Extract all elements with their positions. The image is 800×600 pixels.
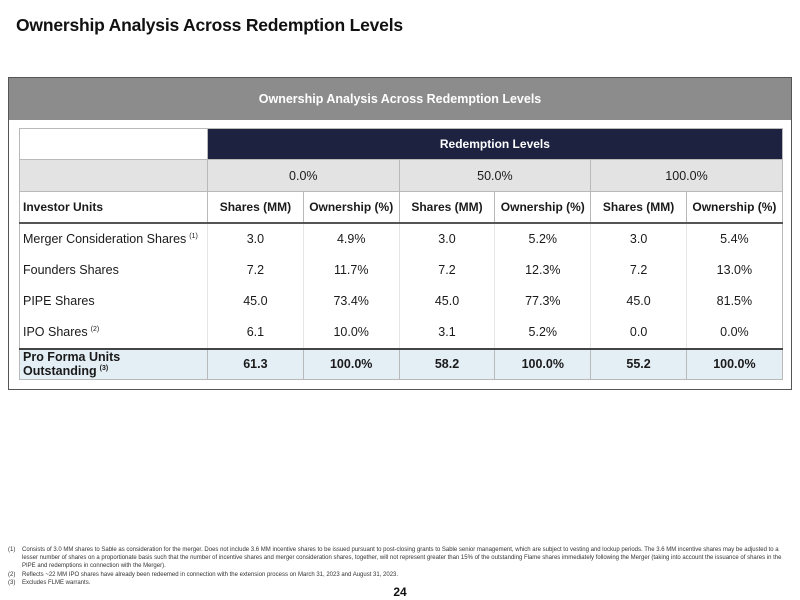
footnote-item: (3) Excludes FLME warrants. <box>8 579 792 587</box>
row-label-text: PIPE Shares <box>23 294 95 309</box>
table-row: PIPE Shares 45.0 73.4% 45.0 77.3% 45.0 8… <box>19 285 783 317</box>
footnote-marker: (1) <box>189 232 198 240</box>
total-cell: 61.3 <box>207 347 304 380</box>
table-cell: 3.0 <box>398 222 495 254</box>
column-header: Shares (MM) <box>207 191 304 224</box>
redemption-level-0: 0.0% <box>207 159 400 192</box>
table-cell: 7.2 <box>398 254 495 286</box>
table-cell: 5.4% <box>685 222 783 254</box>
row-label: PIPE Shares <box>19 285 208 317</box>
footnote-item: (1) Consists of 3.0 MM shares to Sable a… <box>8 546 792 571</box>
ownership-table-wrap: Redemption Levels 0.0% 50.0% 100.0% Inve… <box>19 128 783 380</box>
level-corner-cell <box>19 159 208 192</box>
table-cell: 73.4% <box>302 285 400 317</box>
total-label-text: Pro Forma Units Outstanding <box>23 350 121 379</box>
footnote-text: Consists of 3.0 MM shares to Sable as co… <box>22 547 782 570</box>
row-label-text: IPO Shares <box>23 325 88 340</box>
table-cell: 12.3% <box>494 254 591 286</box>
table-cell: 10.0% <box>302 317 400 349</box>
table-cell: 0.0 <box>590 317 687 349</box>
column-header-row: Investor Units Shares (MM) Ownership (%)… <box>19 191 783 224</box>
panel-header: Ownership Analysis Across Redemption Lev… <box>9 78 791 120</box>
column-header: Ownership (%) <box>494 191 592 224</box>
table-cell: 13.0% <box>685 254 783 286</box>
redemption-level-row: 0.0% 50.0% 100.0% <box>19 159 783 192</box>
table-cell: 5.2% <box>494 317 591 349</box>
footnote-number: (2) <box>8 571 16 578</box>
row-label-text: Merger Consideration Shares <box>23 231 187 246</box>
row-label: Founders Shares <box>19 254 208 286</box>
row-label: Merger Consideration Shares (1) <box>19 222 208 254</box>
table-cell: 81.5% <box>685 285 783 317</box>
page-number: 24 <box>393 585 407 599</box>
ownership-panel: Ownership Analysis Across Redemption Lev… <box>8 77 792 390</box>
table-cell: 0.0% <box>685 317 783 349</box>
ownership-table: Redemption Levels 0.0% 50.0% 100.0% Inve… <box>19 128 783 380</box>
column-header: Shares (MM) <box>590 191 687 224</box>
footnote-text: Reflects ~22 MM IPO shares have already … <box>22 571 399 578</box>
footnotes: (1) Consists of 3.0 MM shares to Sable a… <box>8 546 792 587</box>
column-header: Investor Units <box>19 191 208 224</box>
total-cell: 55.2 <box>590 347 687 380</box>
total-cell: 100.0% <box>302 347 400 380</box>
footnote-number: (3) <box>8 579 16 586</box>
table-cell: 6.1 <box>207 317 304 349</box>
footnote-number: (1) <box>8 547 16 553</box>
total-row: Pro Forma Units Outstanding (3) 61.3 100.… <box>19 347 783 380</box>
table-cell: 4.9% <box>302 222 400 254</box>
slide-title: Ownership Analysis Across Redemption Lev… <box>16 15 403 35</box>
redemption-level-50: 50.0% <box>398 159 592 192</box>
redemption-levels-header: Redemption Levels <box>207 128 783 160</box>
redemption-level-100: 100.0% <box>590 159 783 192</box>
footnote-marker: (3) <box>99 365 109 373</box>
column-header: Ownership (%) <box>685 191 783 224</box>
total-cell: 100.0% <box>685 347 783 380</box>
total-cell: 58.2 <box>398 347 496 380</box>
table-row: Merger Consideration Shares (1) 3.0 4.9% … <box>19 222 783 254</box>
table-cell: 45.0 <box>590 285 687 317</box>
footnote-marker: (2) <box>90 326 100 334</box>
table-cell: 11.7% <box>302 254 400 286</box>
table-cell: 3.1 <box>398 317 495 349</box>
total-cell: 100.0% <box>494 347 592 380</box>
row-label: IPO Shares (2) <box>19 317 208 349</box>
table-corner-cell <box>19 128 208 160</box>
table-cell: 77.3% <box>494 285 591 317</box>
total-label: Pro Forma Units Outstanding (3) <box>19 347 208 380</box>
table-row: IPO Shares (2) 6.1 10.0% 3.1 5.2% 0.0 0.0… <box>19 317 783 349</box>
table-cell: 5.2% <box>494 222 591 254</box>
table-cell: 3.0 <box>590 222 687 254</box>
footnote-text: Excludes FLME warrants. <box>22 579 91 586</box>
table-cell: 3.0 <box>207 222 304 254</box>
column-header: Ownership (%) <box>302 191 400 224</box>
table-cell: 7.2 <box>207 254 304 286</box>
table-cell: 7.2 <box>590 254 687 286</box>
table-row: Founders Shares 7.2 11.7% 7.2 12.3% 7.2 … <box>19 254 783 286</box>
table-group-header-row: Redemption Levels <box>19 128 783 160</box>
table-cell: 45.0 <box>398 285 495 317</box>
row-label-text: Founders Shares <box>23 262 119 277</box>
table-cell: 45.0 <box>207 285 304 317</box>
column-header: Shares (MM) <box>398 191 496 224</box>
footnote-item: (2) Reflects ~22 MM IPO shares have alre… <box>8 571 792 579</box>
